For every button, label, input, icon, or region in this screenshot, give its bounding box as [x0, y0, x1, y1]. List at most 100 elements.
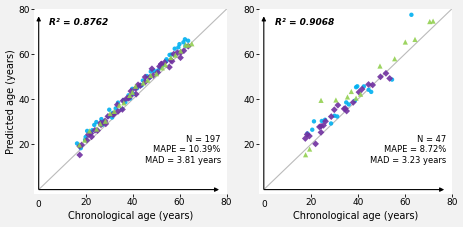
Point [331, 108, 338, 111]
Point [127, 94, 134, 98]
Point [120, 98, 127, 102]
Point [101, 119, 109, 123]
Y-axis label: Predicted age (years): Predicted age (years) [6, 49, 16, 154]
Point [159, 64, 166, 67]
Point [139, 81, 147, 85]
Point [327, 122, 335, 125]
Point [352, 85, 360, 89]
Point [129, 90, 136, 94]
Point [158, 63, 166, 66]
Point [162, 63, 169, 67]
Point [401, 40, 409, 44]
Point [81, 138, 89, 142]
Point [99, 123, 106, 127]
Point [106, 112, 114, 115]
Point [185, 44, 192, 48]
Point [342, 107, 349, 110]
Point [122, 100, 129, 104]
Point [317, 99, 325, 102]
Point [163, 59, 170, 63]
Point [174, 51, 181, 54]
Point [156, 65, 163, 68]
Point [133, 86, 141, 90]
Point [137, 84, 144, 88]
Point [310, 120, 318, 123]
Point [109, 113, 117, 116]
Point [93, 120, 100, 124]
Point [119, 108, 126, 111]
Point [106, 108, 113, 111]
Point [132, 84, 139, 88]
Point [306, 147, 313, 151]
Point [78, 143, 85, 147]
Point [91, 123, 98, 127]
Point [88, 128, 96, 132]
Point [168, 53, 175, 56]
Point [104, 115, 112, 118]
Point [365, 83, 372, 86]
Point [156, 66, 163, 70]
Point [144, 78, 151, 82]
Text: R² = 0.9068: R² = 0.9068 [275, 18, 334, 27]
Point [382, 72, 390, 75]
Point [175, 46, 182, 49]
Point [147, 70, 155, 73]
Point [345, 103, 352, 106]
Point [301, 137, 309, 140]
Point [180, 49, 188, 53]
Point [125, 94, 132, 97]
Point [308, 128, 316, 131]
Point [365, 88, 372, 92]
Text: R² = 0.8762: R² = 0.8762 [50, 18, 109, 27]
Text: N = 47
MAPE = 8.72%
MAD = 3.23 years: N = 47 MAPE = 8.72% MAD = 3.23 years [369, 135, 446, 165]
Point [411, 38, 419, 41]
Point [303, 133, 311, 136]
Point [109, 111, 117, 115]
Point [322, 119, 329, 123]
Point [157, 62, 165, 66]
Point [126, 97, 134, 100]
Point [88, 135, 95, 138]
Point [77, 146, 84, 150]
Text: 0: 0 [36, 200, 42, 209]
Point [327, 115, 335, 118]
Point [360, 85, 368, 88]
Point [82, 135, 89, 139]
Point [134, 83, 142, 87]
Point [180, 40, 187, 44]
Point [351, 99, 358, 103]
Point [377, 75, 384, 79]
Point [100, 120, 107, 123]
Point [302, 153, 309, 157]
Point [171, 47, 178, 50]
Point [170, 52, 177, 56]
Point [111, 110, 118, 113]
Point [97, 121, 105, 125]
Point [108, 116, 116, 119]
Point [388, 78, 396, 81]
Point [76, 153, 83, 157]
Point [188, 42, 195, 46]
Point [102, 122, 109, 126]
Point [85, 133, 92, 136]
Point [159, 66, 166, 70]
Point [169, 59, 176, 63]
Point [332, 98, 339, 102]
Text: 0: 0 [261, 200, 267, 209]
Point [154, 71, 162, 74]
Point [343, 101, 350, 104]
Point [102, 119, 109, 123]
Point [138, 84, 145, 87]
Point [97, 123, 105, 127]
Point [166, 65, 173, 69]
Point [182, 43, 189, 47]
Point [76, 144, 83, 148]
Point [334, 103, 342, 107]
Point [129, 87, 136, 91]
Point [88, 130, 95, 134]
Point [376, 64, 384, 68]
Point [426, 20, 433, 23]
Point [348, 90, 355, 93]
Point [120, 101, 127, 105]
Point [110, 112, 118, 116]
